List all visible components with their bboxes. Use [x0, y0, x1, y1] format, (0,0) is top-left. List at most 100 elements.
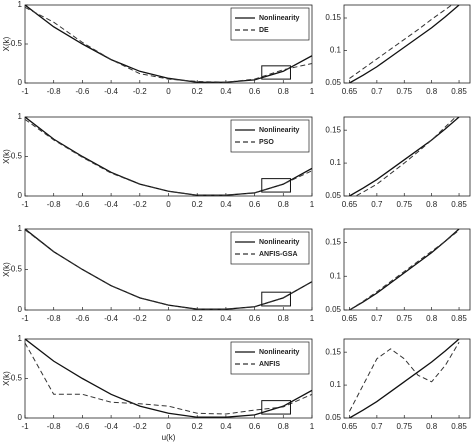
plot-lines	[349, 117, 460, 196]
x-tick-label: 0	[166, 422, 171, 431]
legend-box	[230, 231, 310, 265]
y-tick-label: 0.5	[11, 39, 23, 48]
y-tick-label: 0.15	[325, 238, 341, 247]
y-tick-label: 0.15	[325, 347, 341, 356]
y-tick-label: 0.15	[325, 125, 341, 134]
y-axis-label: X(k)	[2, 149, 11, 164]
zoom-box	[261, 400, 291, 415]
x-tick-label: 1	[310, 422, 315, 431]
y-axis-label: X(k)	[2, 371, 11, 386]
x-tick-label: -1	[21, 87, 29, 96]
x-axis-label: u(k)	[162, 433, 176, 442]
y-tick-label: 0.05	[325, 78, 341, 87]
y-axis-label: X(k)	[2, 36, 11, 51]
plot-lines	[25, 5, 312, 83]
x-tick-label: 0	[166, 200, 171, 209]
x-tick-label: 0.8	[426, 200, 438, 209]
x-tick-label: -0.6	[76, 314, 90, 323]
legend-label: Nonlinearity	[259, 15, 300, 22]
x-tick-label: 0.8	[278, 314, 290, 323]
x-tick-label: -0.6	[76, 200, 90, 209]
x-tick-label: -0.4	[104, 200, 118, 209]
x-tick-label: 0.65	[342, 200, 358, 209]
plot-lines	[25, 339, 312, 418]
x-tick-label: 0	[166, 87, 171, 96]
x-tick-label: 0.7	[371, 200, 383, 209]
plot-lines	[25, 117, 312, 196]
x-tick-label: 0.8	[278, 200, 290, 209]
x-tick-label: -0.6	[76, 422, 90, 431]
series-line	[25, 229, 312, 310]
x-tick-label: 0.2	[192, 422, 204, 431]
x-tick-label: -0.8	[47, 200, 61, 209]
x-tick-label: 0.8	[426, 314, 438, 323]
x-tick-label: 0.4	[220, 314, 232, 323]
legend-label: Nonlinearity	[259, 239, 300, 246]
x-tick-label: 0.2	[192, 87, 204, 96]
x-tick-label: -0.2	[133, 314, 147, 323]
x-tick-label: 0.2	[192, 314, 204, 323]
x-tick-label: 1	[310, 200, 315, 209]
x-tick-label: -0.2	[133, 200, 147, 209]
x-tick-label: 0.85	[451, 87, 467, 96]
y-tick-label: 0.1	[330, 380, 342, 389]
x-tick-label: 0.4	[220, 87, 232, 96]
x-tick-label: -1	[21, 314, 29, 323]
legend-label: DE	[259, 27, 269, 34]
x-tick-label: -0.2	[133, 422, 147, 431]
series-line	[349, 229, 460, 310]
y-tick-label: 0.5	[11, 152, 23, 161]
legend-label: Nonlinearity	[259, 127, 300, 134]
y-tick-label: 0.1	[330, 158, 342, 167]
zoom-box	[261, 65, 291, 80]
y-tick-label: 0.05	[325, 191, 341, 200]
plot-frame	[343, 4, 471, 84]
x-tick-label: 0.8	[278, 422, 290, 431]
plot-lines	[25, 229, 312, 310]
plot-lines	[349, 229, 460, 310]
x-tick-label: -0.6	[76, 87, 90, 96]
x-tick-label: 1	[310, 314, 315, 323]
x-tick-label: 0.75	[396, 422, 412, 431]
x-tick-label: -0.8	[47, 87, 61, 96]
x-tick-label: 0.65	[342, 314, 358, 323]
y-tick-label: 1	[18, 334, 23, 343]
x-tick-label: 0.8	[278, 87, 290, 96]
y-tick-label: 0.5	[11, 265, 23, 274]
x-tick-label: 0.65	[342, 87, 358, 96]
y-tick-label: 1	[18, 224, 23, 233]
y-tick-label: 1	[18, 0, 23, 9]
x-tick-label: 0.75	[396, 314, 412, 323]
y-tick-label: 0.05	[325, 305, 341, 314]
zoom-box	[261, 291, 291, 307]
x-tick-label: -1	[21, 422, 29, 431]
series-line	[349, 342, 460, 412]
series-line	[354, 117, 457, 196]
x-tick-label: 0.65	[342, 422, 358, 431]
legend-box	[230, 7, 310, 41]
series-line	[349, 229, 460, 310]
x-tick-label: 0.75	[396, 200, 412, 209]
series-line	[25, 5, 312, 83]
series-line	[349, 339, 460, 418]
x-tick-label: 1	[310, 87, 315, 96]
x-tick-label: 0.6	[249, 87, 261, 96]
x-tick-label: -0.4	[104, 87, 118, 96]
x-tick-label: 0.85	[451, 200, 467, 209]
x-tick-label: 0.85	[451, 422, 467, 431]
x-tick-label: 0.6	[249, 200, 261, 209]
x-tick-label: -0.8	[47, 422, 61, 431]
x-tick-label: -0.4	[104, 314, 118, 323]
x-tick-label: 0.7	[371, 422, 383, 431]
y-tick-label: 0.05	[325, 413, 341, 422]
x-tick-label: 0.8	[426, 422, 438, 431]
series-line	[25, 6, 312, 83]
x-tick-label: 0.7	[371, 314, 383, 323]
x-tick-label: 0	[166, 314, 171, 323]
plot-frame	[343, 228, 471, 311]
x-tick-label: 0.4	[220, 422, 232, 431]
x-tick-label: 0.6	[249, 422, 261, 431]
x-tick-label: -0.8	[47, 314, 61, 323]
x-tick-label: 0.75	[396, 87, 412, 96]
legend-label: ANFIS-GSA	[259, 251, 298, 258]
